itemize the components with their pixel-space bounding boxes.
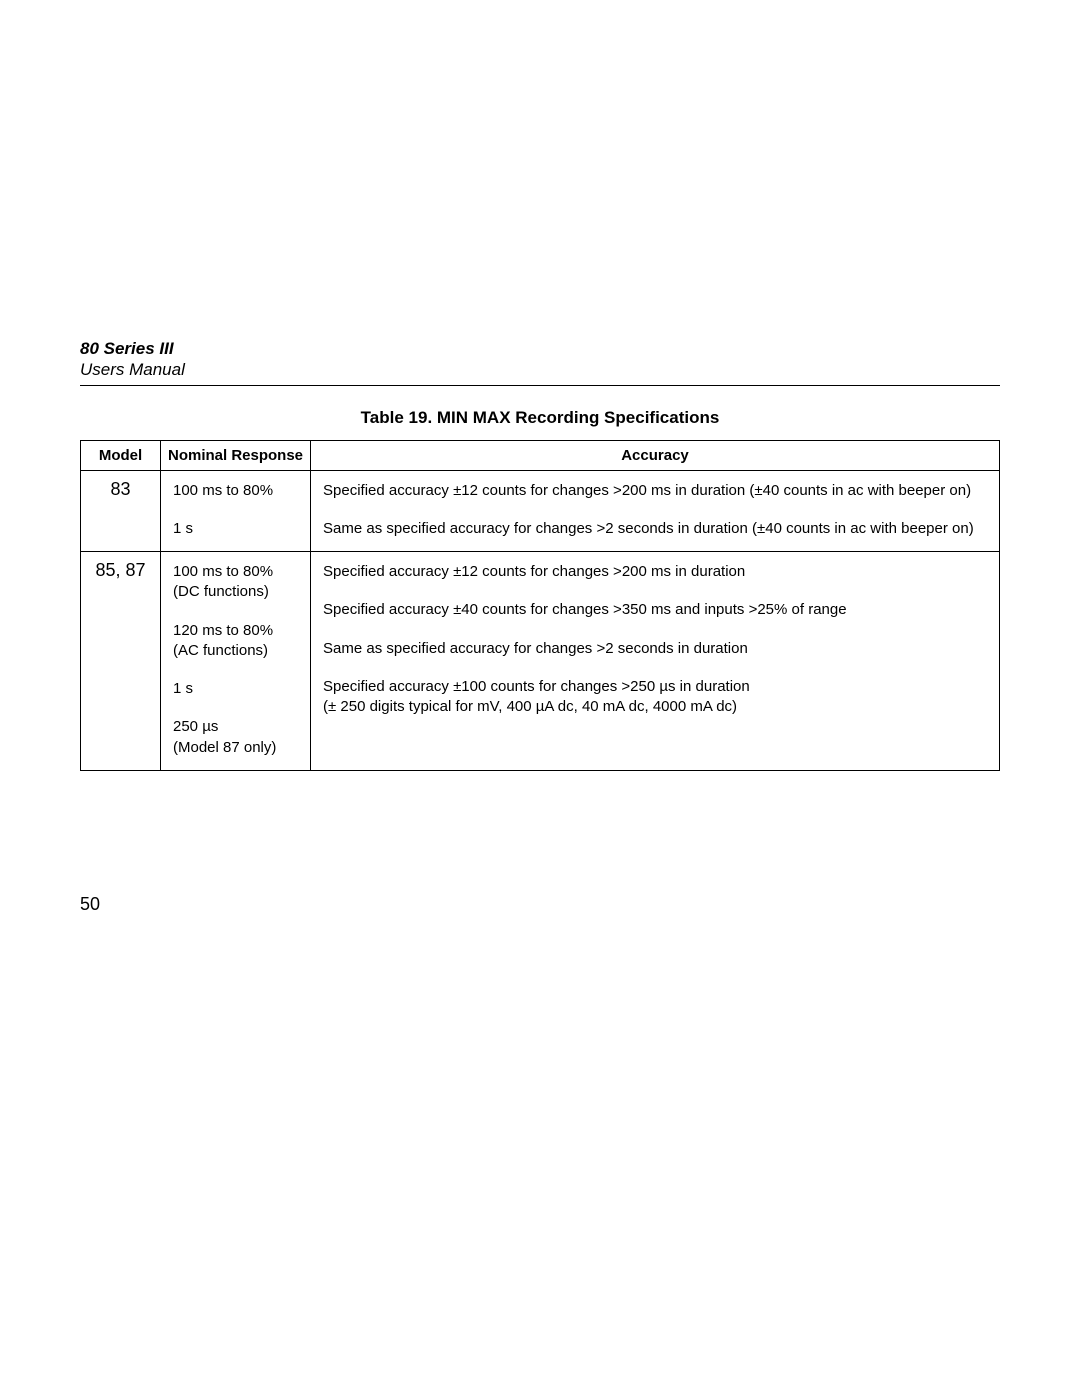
nominal-response-text: (Model 87 only) [173, 738, 298, 758]
nominal-response-cell: 100 ms to 80%(DC functions) 120 ms to 80%… [161, 552, 311, 771]
table-header-row: Model Nominal Response Accuracy [81, 440, 1000, 470]
accuracy-text: Same as specified accuracy for changes >… [323, 639, 987, 659]
table-row: 85, 87 100 ms to 80%(DC functions) 120 ms … [81, 552, 1000, 771]
table-row: 83 100 ms to 80% 1 s Specified accuracy ±12… [81, 470, 1000, 552]
page-header: 80 Series III Users Manual [80, 338, 1000, 386]
nominal-response-text: 120 ms to 80% [173, 621, 298, 641]
model-cell: 85, 87 [81, 552, 161, 771]
nominal-response-text: 250 µs [173, 717, 298, 737]
model-cell: 83 [81, 470, 161, 552]
accuracy-text: Specified accuracy ±100 counts for chang… [323, 677, 987, 697]
table-title: Table 19. MIN MAX Recording Specificatio… [80, 408, 1000, 428]
accuracy-text: (± 250 digits typical for mV, 400 µA dc,… [323, 697, 987, 717]
accuracy-text: Same as specified accuracy for changes >… [323, 519, 987, 539]
accuracy-text: Specified accuracy ±40 counts for change… [323, 600, 987, 620]
accuracy-cell: Specified accuracy ±12 counts for change… [311, 552, 1000, 771]
nominal-response-cell: 100 ms to 80% 1 s [161, 470, 311, 552]
accuracy-text: Specified accuracy ±12 counts for change… [323, 562, 987, 582]
series-title: 80 Series III [80, 338, 1000, 359]
page: 80 Series III Users Manual Table 19. MIN… [0, 0, 1080, 1397]
nominal-response-text: 100 ms to 80% [173, 562, 298, 582]
page-number: 50 [80, 894, 100, 915]
nominal-response-text: (AC functions) [173, 641, 298, 661]
col-accuracy: Accuracy [311, 440, 1000, 470]
nominal-response-text: (DC functions) [173, 582, 298, 602]
table-body: 83 100 ms to 80% 1 s Specified accuracy ±12… [81, 470, 1000, 770]
accuracy-cell: Specified accuracy ±12 counts for change… [311, 470, 1000, 552]
manual-subtitle: Users Manual [80, 359, 1000, 380]
nominal-response-text: 1 s [173, 519, 298, 539]
accuracy-text: Specified accuracy ±12 counts for change… [323, 481, 987, 501]
nominal-response-text: 1 s [173, 679, 298, 699]
col-nominal-response: Nominal Response [161, 440, 311, 470]
nominal-response-text: 100 ms to 80% [173, 481, 298, 501]
col-model: Model [81, 440, 161, 470]
spec-table: Model Nominal Response Accuracy 83100 ms… [80, 440, 1000, 771]
